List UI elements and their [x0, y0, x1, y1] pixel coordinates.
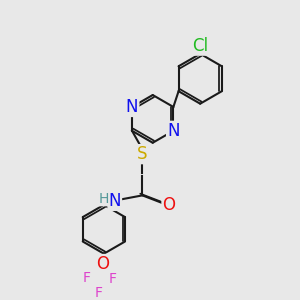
Text: F: F — [94, 286, 103, 300]
Text: O: O — [163, 196, 176, 214]
Text: N: N — [109, 192, 121, 210]
Text: S: S — [137, 145, 148, 163]
Text: H: H — [98, 192, 109, 206]
Text: O: O — [96, 255, 109, 273]
Text: Cl: Cl — [192, 37, 208, 55]
Text: F: F — [109, 272, 117, 286]
Text: N: N — [167, 122, 180, 140]
Text: F: F — [83, 271, 91, 285]
Text: N: N — [126, 98, 138, 116]
